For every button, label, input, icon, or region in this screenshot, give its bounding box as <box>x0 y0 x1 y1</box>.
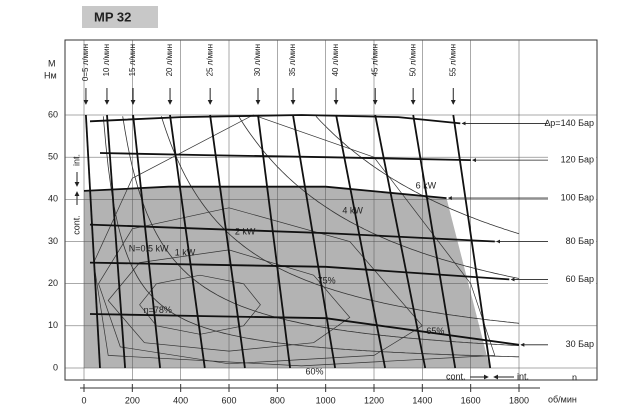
efficiency-label: 60% <box>306 366 324 376</box>
pressure-curve <box>89 313 520 346</box>
pressure-label: 120 Бар <box>561 154 594 164</box>
flow-label: 25 л/мин <box>205 44 214 76</box>
efficiency-contour <box>93 114 496 367</box>
y-cont-label: cont. <box>71 215 81 235</box>
x-int-label: int. <box>517 371 529 381</box>
y-axis-symbol: M <box>48 58 56 68</box>
x-axis-symbol: n <box>572 372 577 382</box>
pressure-curve <box>99 152 471 161</box>
x-tick-label: 600 <box>221 395 236 405</box>
y-tick-label: 60 <box>48 109 58 119</box>
flow-line <box>412 114 457 369</box>
power-label: 2 kW <box>235 227 256 237</box>
power-curve <box>122 116 520 346</box>
efficiency-label: η=78% <box>144 305 172 315</box>
pressure-label-bg <box>548 338 596 351</box>
pressure-curve <box>89 223 495 243</box>
pressure-label-bg <box>548 273 596 286</box>
power-label: N=0.5 kW <box>129 244 169 254</box>
y-tick-label: 0 <box>53 362 58 372</box>
x-tick-label: 1800 <box>509 395 529 405</box>
flow-line <box>257 114 291 369</box>
y-tick-label: 10 <box>48 320 58 330</box>
y-tick-label: 40 <box>48 194 58 204</box>
pressure-label: 100 Бар <box>561 192 594 202</box>
pressure-label: ∆p=140 Бар <box>545 118 594 128</box>
x-tick-label: 400 <box>173 395 188 405</box>
pressure-curve <box>83 185 447 199</box>
flow-line <box>169 114 206 369</box>
power-curve <box>102 116 519 358</box>
y-axis-unit: Нм <box>44 70 57 80</box>
frame <box>64 39 598 381</box>
power-label: 1 kW <box>175 248 196 258</box>
x-tick-label: 1600 <box>461 395 481 405</box>
efficiency-label: 65% <box>426 326 444 336</box>
flow-label: 0=5 л/мин <box>81 44 90 81</box>
pressure-curve <box>89 114 461 125</box>
flow-label: 30 л/мин <box>253 44 262 76</box>
y-tick-label: 30 <box>48 236 58 246</box>
pressure-label: 30 Бар <box>566 339 594 349</box>
power-label: 4 kW <box>342 206 363 216</box>
flow-line <box>374 114 427 369</box>
efficiency-contour <box>139 274 261 335</box>
pressure-label-bg <box>548 192 596 205</box>
x-tick-label: 1400 <box>412 395 432 405</box>
flow-label: 10 л/мин <box>102 44 111 76</box>
pressure-label-bg <box>548 235 596 248</box>
x-tick-label: 1200 <box>364 395 384 405</box>
x-tick-label: 1000 <box>316 395 336 405</box>
flow-label: 55 л/мин <box>448 44 457 76</box>
pressure-label-bg <box>548 117 596 130</box>
flow-label: 15 л/мин <box>128 44 137 76</box>
x-tick-label: 800 <box>270 395 285 405</box>
flow-label: 35 л/мин <box>288 44 297 76</box>
y-tick-label: 50 <box>48 152 58 162</box>
flow-line <box>106 114 126 369</box>
title-box <box>82 6 158 28</box>
flow-label: 50 л/мин <box>408 44 417 76</box>
y-int-label: int. <box>71 154 81 166</box>
x-cont-label: cont. <box>446 371 466 381</box>
x-tick-label: 200 <box>125 395 140 405</box>
pressure-label: 80 Бар <box>566 236 594 246</box>
power-curve <box>315 116 520 235</box>
efficiency-label: 75% <box>318 276 336 286</box>
efficiency-contour <box>98 207 423 365</box>
flow-line <box>132 114 161 369</box>
chart-title: MP 32 <box>94 9 131 24</box>
flow-line <box>85 114 101 369</box>
flow-label: 45 л/мин <box>370 44 379 76</box>
x-axis-unit: об/мин <box>548 394 577 404</box>
y-tick-label: 20 <box>48 278 58 288</box>
flow-line <box>452 114 492 369</box>
pressure-label: 60 Бар <box>566 274 594 284</box>
x-tick-label: 0 <box>81 395 86 405</box>
power-curve <box>160 116 520 324</box>
efficiency-contour <box>107 249 351 352</box>
flow-label: 20 л/мин <box>165 44 174 76</box>
pressure-curve <box>89 261 510 281</box>
pressure-label-bg <box>548 154 596 167</box>
power-label: 6 kW <box>416 180 437 190</box>
flow-line <box>209 114 246 369</box>
flow-label: 40 л/мин <box>331 44 340 76</box>
